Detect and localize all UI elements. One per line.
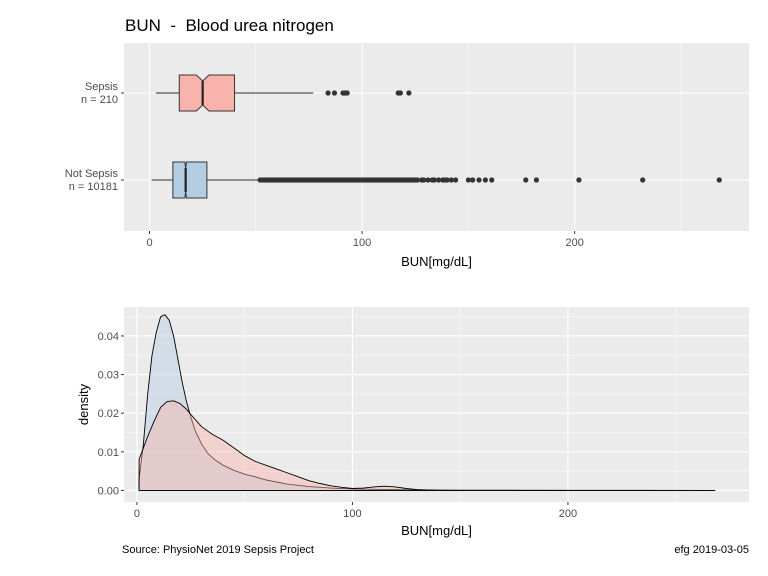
box-not-sepsis <box>151 161 722 199</box>
x-tick-label: 0 <box>134 508 140 520</box>
outlier-point <box>448 177 454 183</box>
x-tick-label: 200 <box>566 237 584 249</box>
x-tick-label: 100 <box>343 508 361 520</box>
y-tick-label: Sepsis <box>85 81 119 93</box>
outlier-point <box>476 177 482 183</box>
outlier-point <box>523 177 529 183</box>
outlier-point <box>344 90 350 96</box>
density-marks <box>138 314 716 491</box>
outlier-point <box>425 177 431 183</box>
notched-box <box>178 74 236 112</box>
x-tick-label: 100 <box>353 237 371 249</box>
outlier-point <box>489 177 495 183</box>
density-curve-sepsis <box>138 400 716 491</box>
boxplot-marks <box>151 74 722 199</box>
outlier-point <box>325 90 331 96</box>
credit-caption: efg 2019-03-05 <box>674 544 749 556</box>
density-panel: 0.00 0.01 0.02 0.03 0.04 0 100 200 BUN[mg/dL] den… <box>76 307 749 538</box>
density-background <box>124 307 749 502</box>
x-axis-label: BUN[mg/dL] <box>401 523 472 538</box>
outlier-point <box>331 90 338 96</box>
y-axis-label: density <box>76 383 91 425</box>
outlier-point <box>436 177 442 183</box>
chart-title: BUN - Blood urea nitrogen <box>125 16 334 35</box>
x-axis-label: BUN[mg/dL] <box>401 254 472 269</box>
outlier-point <box>397 90 403 96</box>
y-tick-label: 0.00 <box>98 485 119 497</box>
box-sepsis <box>155 74 412 112</box>
x-tick-label: 200 <box>559 508 577 520</box>
y-tick-label: n = 210 <box>81 94 118 106</box>
notched-box <box>172 161 208 199</box>
y-tick-label: 0.02 <box>98 408 119 420</box>
outlier-point <box>640 177 646 183</box>
outlier-point <box>431 177 437 183</box>
outlier-point <box>533 177 540 183</box>
y-tick-label: 0.01 <box>98 447 119 459</box>
outlier-point <box>470 177 476 183</box>
outlier-point <box>465 177 471 183</box>
density-gridlines <box>124 307 749 502</box>
outlier-point <box>482 177 488 183</box>
y-tick-label: Not Sepsis <box>65 168 119 180</box>
x-tick-label: 0 <box>146 237 152 249</box>
outlier-point <box>414 177 420 183</box>
outlier-point <box>716 177 722 183</box>
outlier-point <box>576 177 582 183</box>
y-tick-label: 0.04 <box>98 331 119 343</box>
source-caption: Source: PhysioNet 2019 Sepsis Project <box>122 544 314 556</box>
density-curve-not-sepsis <box>138 314 716 491</box>
y-tick-label: n = 10181 <box>69 181 118 193</box>
boxplot-background <box>124 43 749 231</box>
density-axes: 0.00 0.01 0.02 0.03 0.04 0 100 200 BUN[mg/dL] den… <box>76 331 577 538</box>
outlier-point <box>406 90 412 96</box>
outlier-point <box>453 177 459 183</box>
outlier-point <box>421 177 427 183</box>
y-tick-label: 0.03 <box>98 370 119 382</box>
outlier-point <box>444 177 450 183</box>
